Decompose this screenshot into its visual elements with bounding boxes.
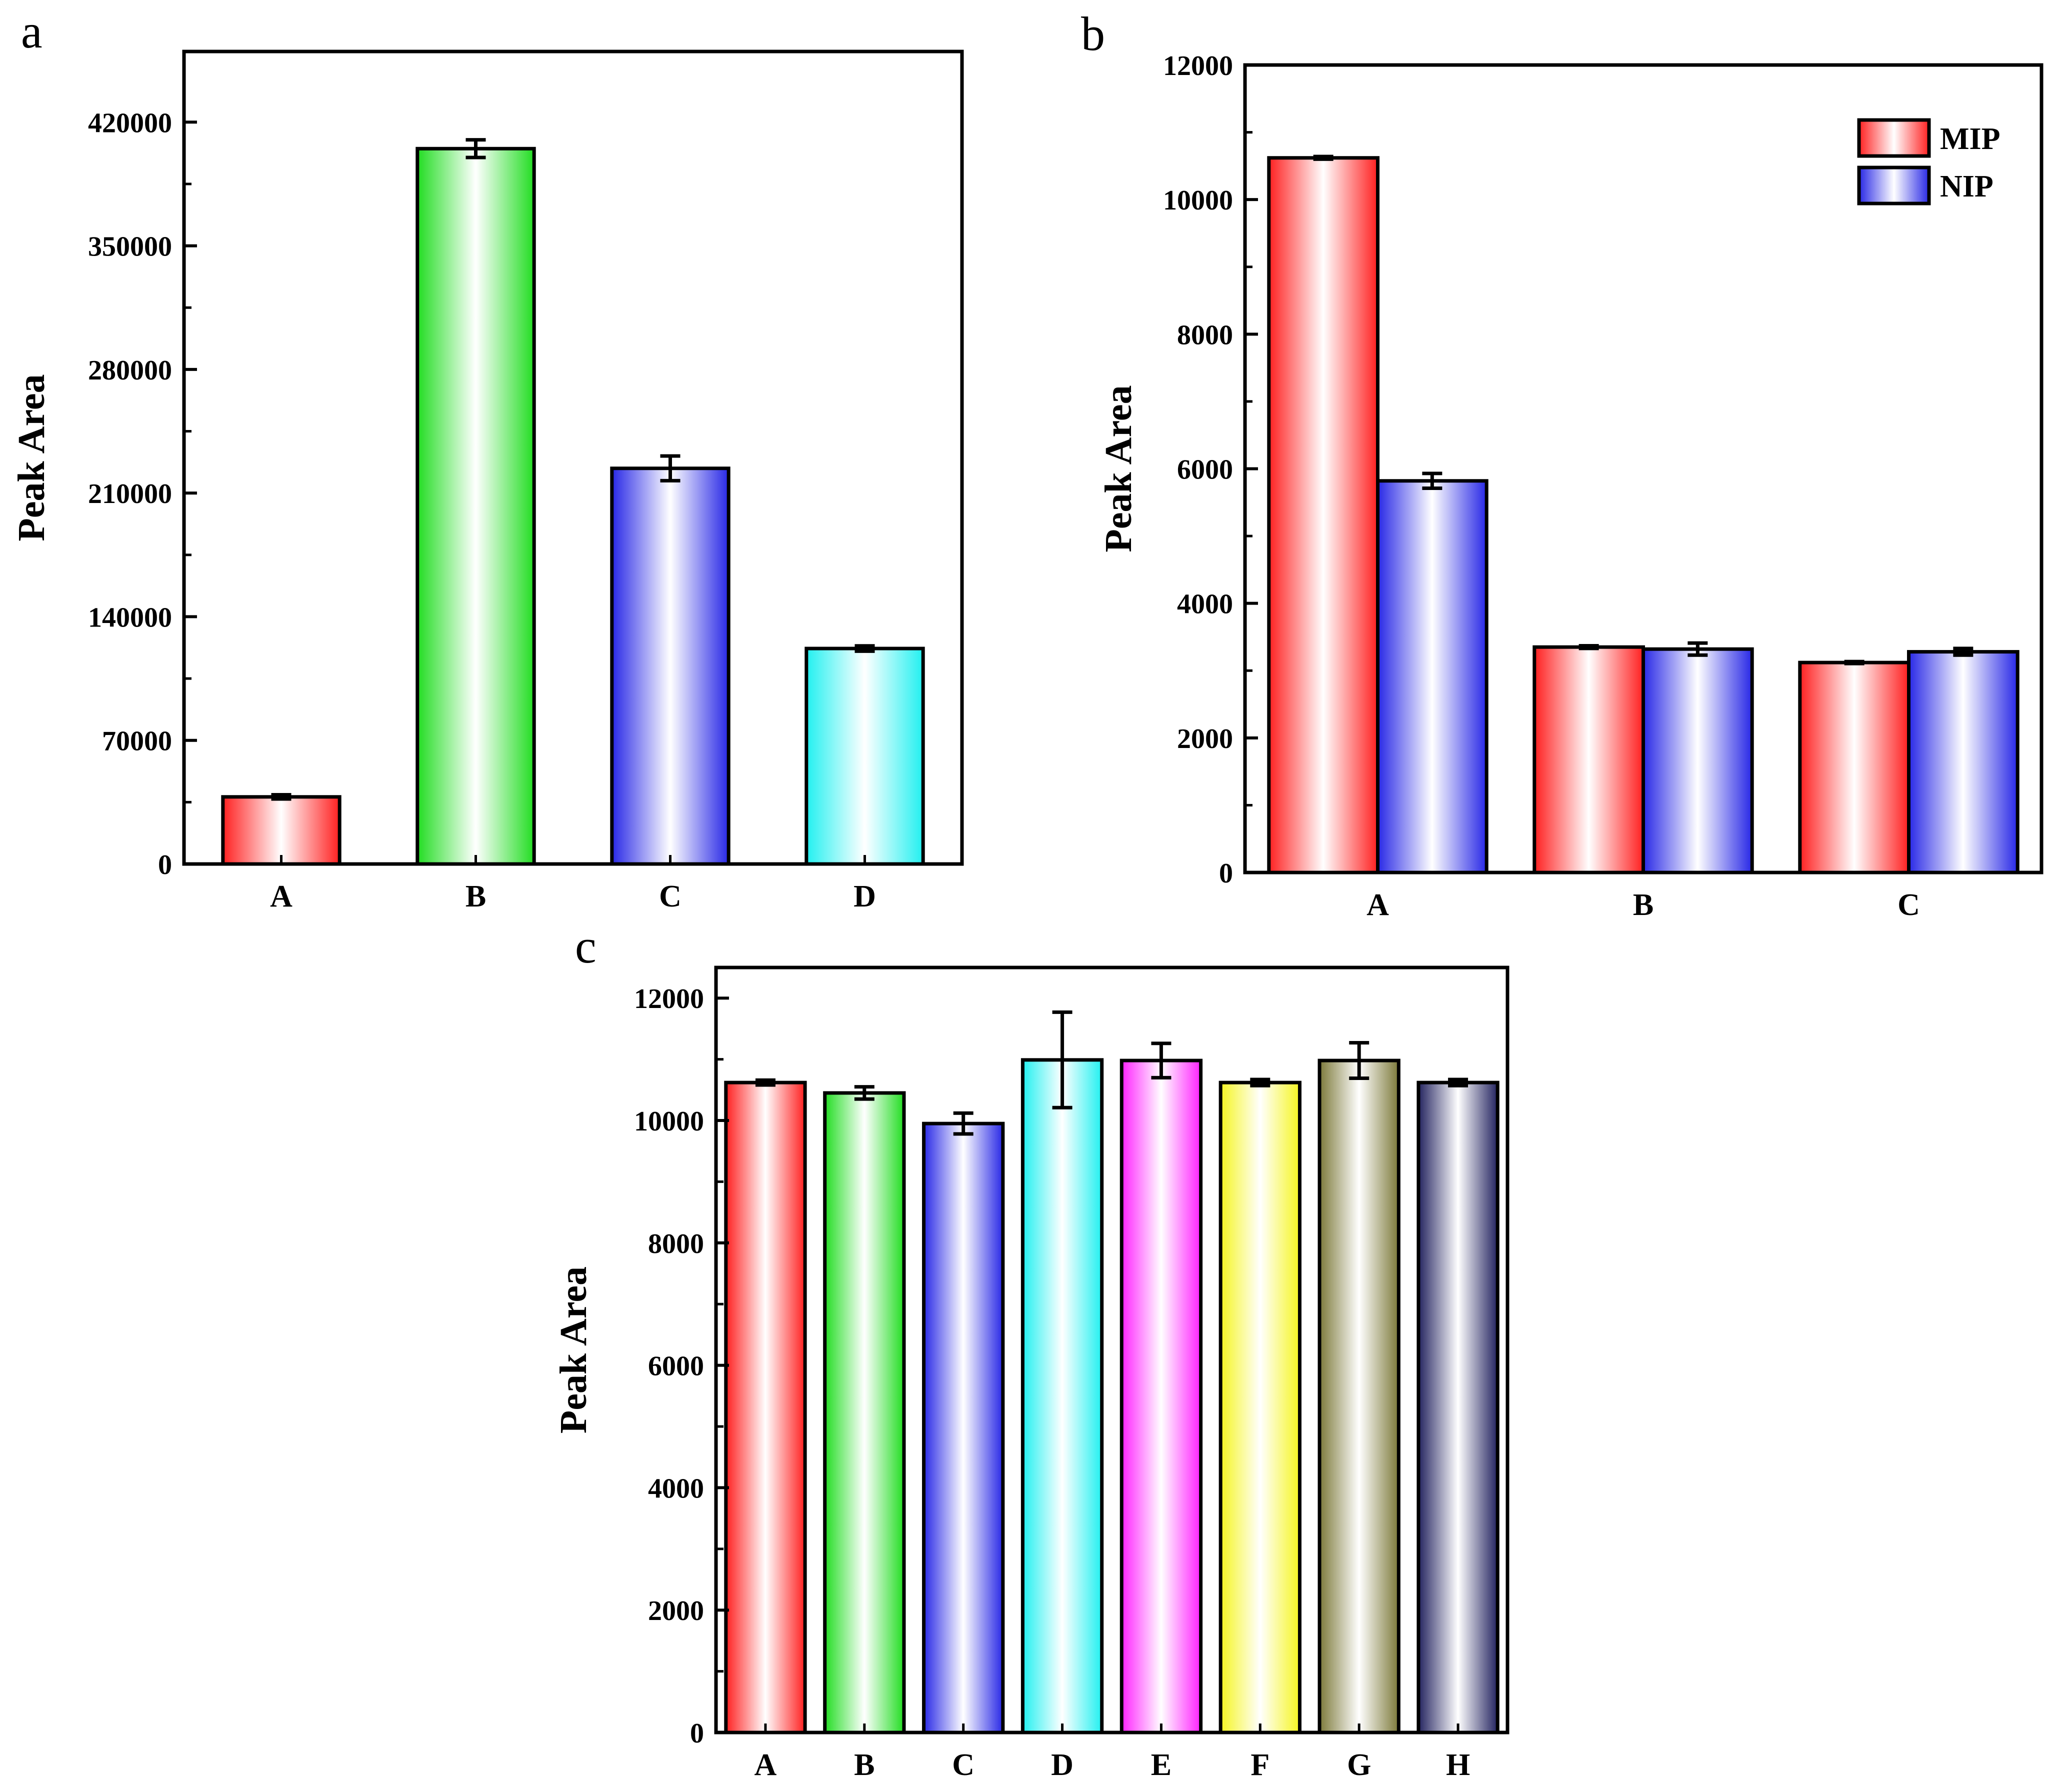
x-tick-label-c: C bbox=[659, 880, 682, 914]
bar-mip-b-error-bar bbox=[1578, 644, 1599, 650]
y-tick-label: 12000 bbox=[1163, 50, 1233, 82]
bar-d-error-bar bbox=[854, 644, 875, 653]
bar-h-error-bar bbox=[1448, 1078, 1468, 1088]
y-tick-label: 12000 bbox=[634, 984, 704, 1014]
bar-a bbox=[724, 1080, 807, 1734]
x-tick-label-c: C bbox=[1898, 888, 1920, 922]
x-tick-label-a: A bbox=[270, 880, 292, 914]
y-tick-label: 0 bbox=[158, 850, 172, 880]
y-tick-label: 350000 bbox=[88, 232, 172, 262]
bar-f-error-bar bbox=[1250, 1078, 1270, 1088]
y-tick-label: 0 bbox=[690, 1718, 704, 1749]
x-tick-label-b: B bbox=[1633, 888, 1654, 922]
bar-g-error-bar bbox=[1349, 1041, 1370, 1080]
y-tick-label: 280000 bbox=[88, 355, 172, 386]
y-axis-title: Peak Area bbox=[552, 1266, 594, 1434]
x-tick-label-e: E bbox=[1151, 1748, 1172, 1782]
chart-panel-c: 0 2000 4000 6000 8000 10000 12000 A B C D E F G H Peak … bbox=[552, 966, 1510, 1782]
y-tick-label: 4000 bbox=[648, 1473, 704, 1504]
bar-d bbox=[804, 646, 925, 866]
x-tick-label-d: D bbox=[854, 880, 876, 914]
legend-label-mip: MIP bbox=[1940, 122, 2000, 156]
bar-nip-c bbox=[1907, 650, 2020, 874]
y-tick-label: 2000 bbox=[1177, 724, 1233, 754]
chart-panel-b: 0 2000 4000 6000 8000 10000 12000 A B C Peak Area M… bbox=[1098, 50, 2044, 922]
bar-b-error-bar bbox=[466, 138, 486, 160]
bar-f bbox=[1218, 1080, 1302, 1734]
y-tick-label: 420000 bbox=[88, 108, 172, 138]
y-tick-label: 0 bbox=[1219, 858, 1233, 889]
bar-c bbox=[610, 466, 730, 866]
legend-swatch-mip bbox=[1857, 118, 1931, 158]
bar-d bbox=[1020, 1058, 1104, 1734]
y-tick-label: 8000 bbox=[648, 1228, 704, 1260]
y-tick-label: 6000 bbox=[648, 1351, 704, 1382]
bar-e bbox=[1120, 1058, 1203, 1734]
y-axis-title: Peak Area bbox=[10, 374, 52, 541]
panel-label-a: a bbox=[21, 4, 42, 58]
y-tick-label: 2000 bbox=[648, 1596, 704, 1626]
plot-frame bbox=[182, 50, 964, 866]
x-tick-label-h: H bbox=[1446, 1748, 1470, 1782]
bar-nip-b-error-bar bbox=[1688, 641, 1708, 657]
y-tick-label: 6000 bbox=[1177, 454, 1233, 486]
legend: MIP NIP bbox=[1857, 118, 2000, 206]
bar-c bbox=[922, 1122, 1005, 1734]
x-tick-label-b: B bbox=[466, 880, 486, 914]
bar-nip-a bbox=[1376, 479, 1488, 874]
bar-a-error-bar bbox=[271, 793, 292, 801]
legend-swatch-nip bbox=[1857, 166, 1931, 206]
bar-mip-a-error-bar bbox=[1313, 154, 1334, 161]
bar-b-error-bar bbox=[854, 1085, 874, 1101]
bar-h bbox=[1416, 1080, 1500, 1734]
bar-c-error-bar bbox=[953, 1111, 974, 1136]
x-tick-label-a: A bbox=[754, 1748, 777, 1782]
bar-g bbox=[1318, 1058, 1400, 1734]
bar-mip-c-error-bar bbox=[1844, 660, 1864, 666]
bar-b bbox=[416, 146, 536, 866]
x-tick-label-g: G bbox=[1347, 1748, 1371, 1782]
y-tick-label: 8000 bbox=[1177, 320, 1233, 350]
x-tick-label-d: D bbox=[1051, 1748, 1074, 1782]
x-tick-label-a: A bbox=[1366, 888, 1389, 922]
y-tick-label: 210000 bbox=[88, 478, 172, 510]
bar-nip-b bbox=[1642, 647, 1754, 874]
x-tick-label-b: B bbox=[854, 1748, 874, 1782]
bar-mip-c bbox=[1798, 660, 1911, 874]
plot-frame bbox=[714, 966, 1510, 1734]
bar-c-error-bar bbox=[660, 454, 680, 482]
bar-e-error-bar bbox=[1151, 1042, 1172, 1080]
bar-mip-a bbox=[1267, 156, 1380, 874]
bar-mip-b bbox=[1532, 645, 1646, 874]
x-tick-label-c: C bbox=[952, 1748, 974, 1782]
y-tick-label: 10000 bbox=[634, 1106, 704, 1137]
panel-label-c: c bbox=[575, 920, 596, 973]
panel-label-b: b bbox=[1081, 7, 1105, 60]
chart-panel-a: 0 70000 140000 210000 280000 350000 420000 A B C D… bbox=[10, 50, 964, 914]
bar-d-error-bar bbox=[1052, 1010, 1072, 1110]
y-tick-label: 70000 bbox=[102, 726, 172, 757]
y-tick-label: 140000 bbox=[88, 602, 172, 633]
bar-b bbox=[823, 1091, 906, 1734]
y-tick-label: 10000 bbox=[1163, 185, 1233, 216]
y-axis-title: Peak Area bbox=[1098, 385, 1140, 552]
bar-a bbox=[221, 795, 342, 866]
bar-nip-c-error-bar bbox=[1953, 646, 1974, 657]
legend-label-nip: NIP bbox=[1940, 170, 1994, 204]
bar-nip-a-error-bar bbox=[1422, 472, 1442, 490]
y-tick-label: 4000 bbox=[1177, 589, 1233, 620]
x-tick-label-f: F bbox=[1250, 1748, 1270, 1782]
bar-a-error-bar bbox=[755, 1078, 776, 1087]
